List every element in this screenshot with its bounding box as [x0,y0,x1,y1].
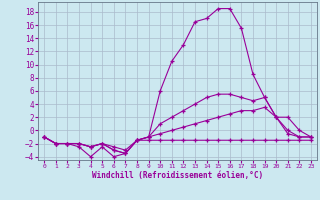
X-axis label: Windchill (Refroidissement éolien,°C): Windchill (Refroidissement éolien,°C) [92,171,263,180]
